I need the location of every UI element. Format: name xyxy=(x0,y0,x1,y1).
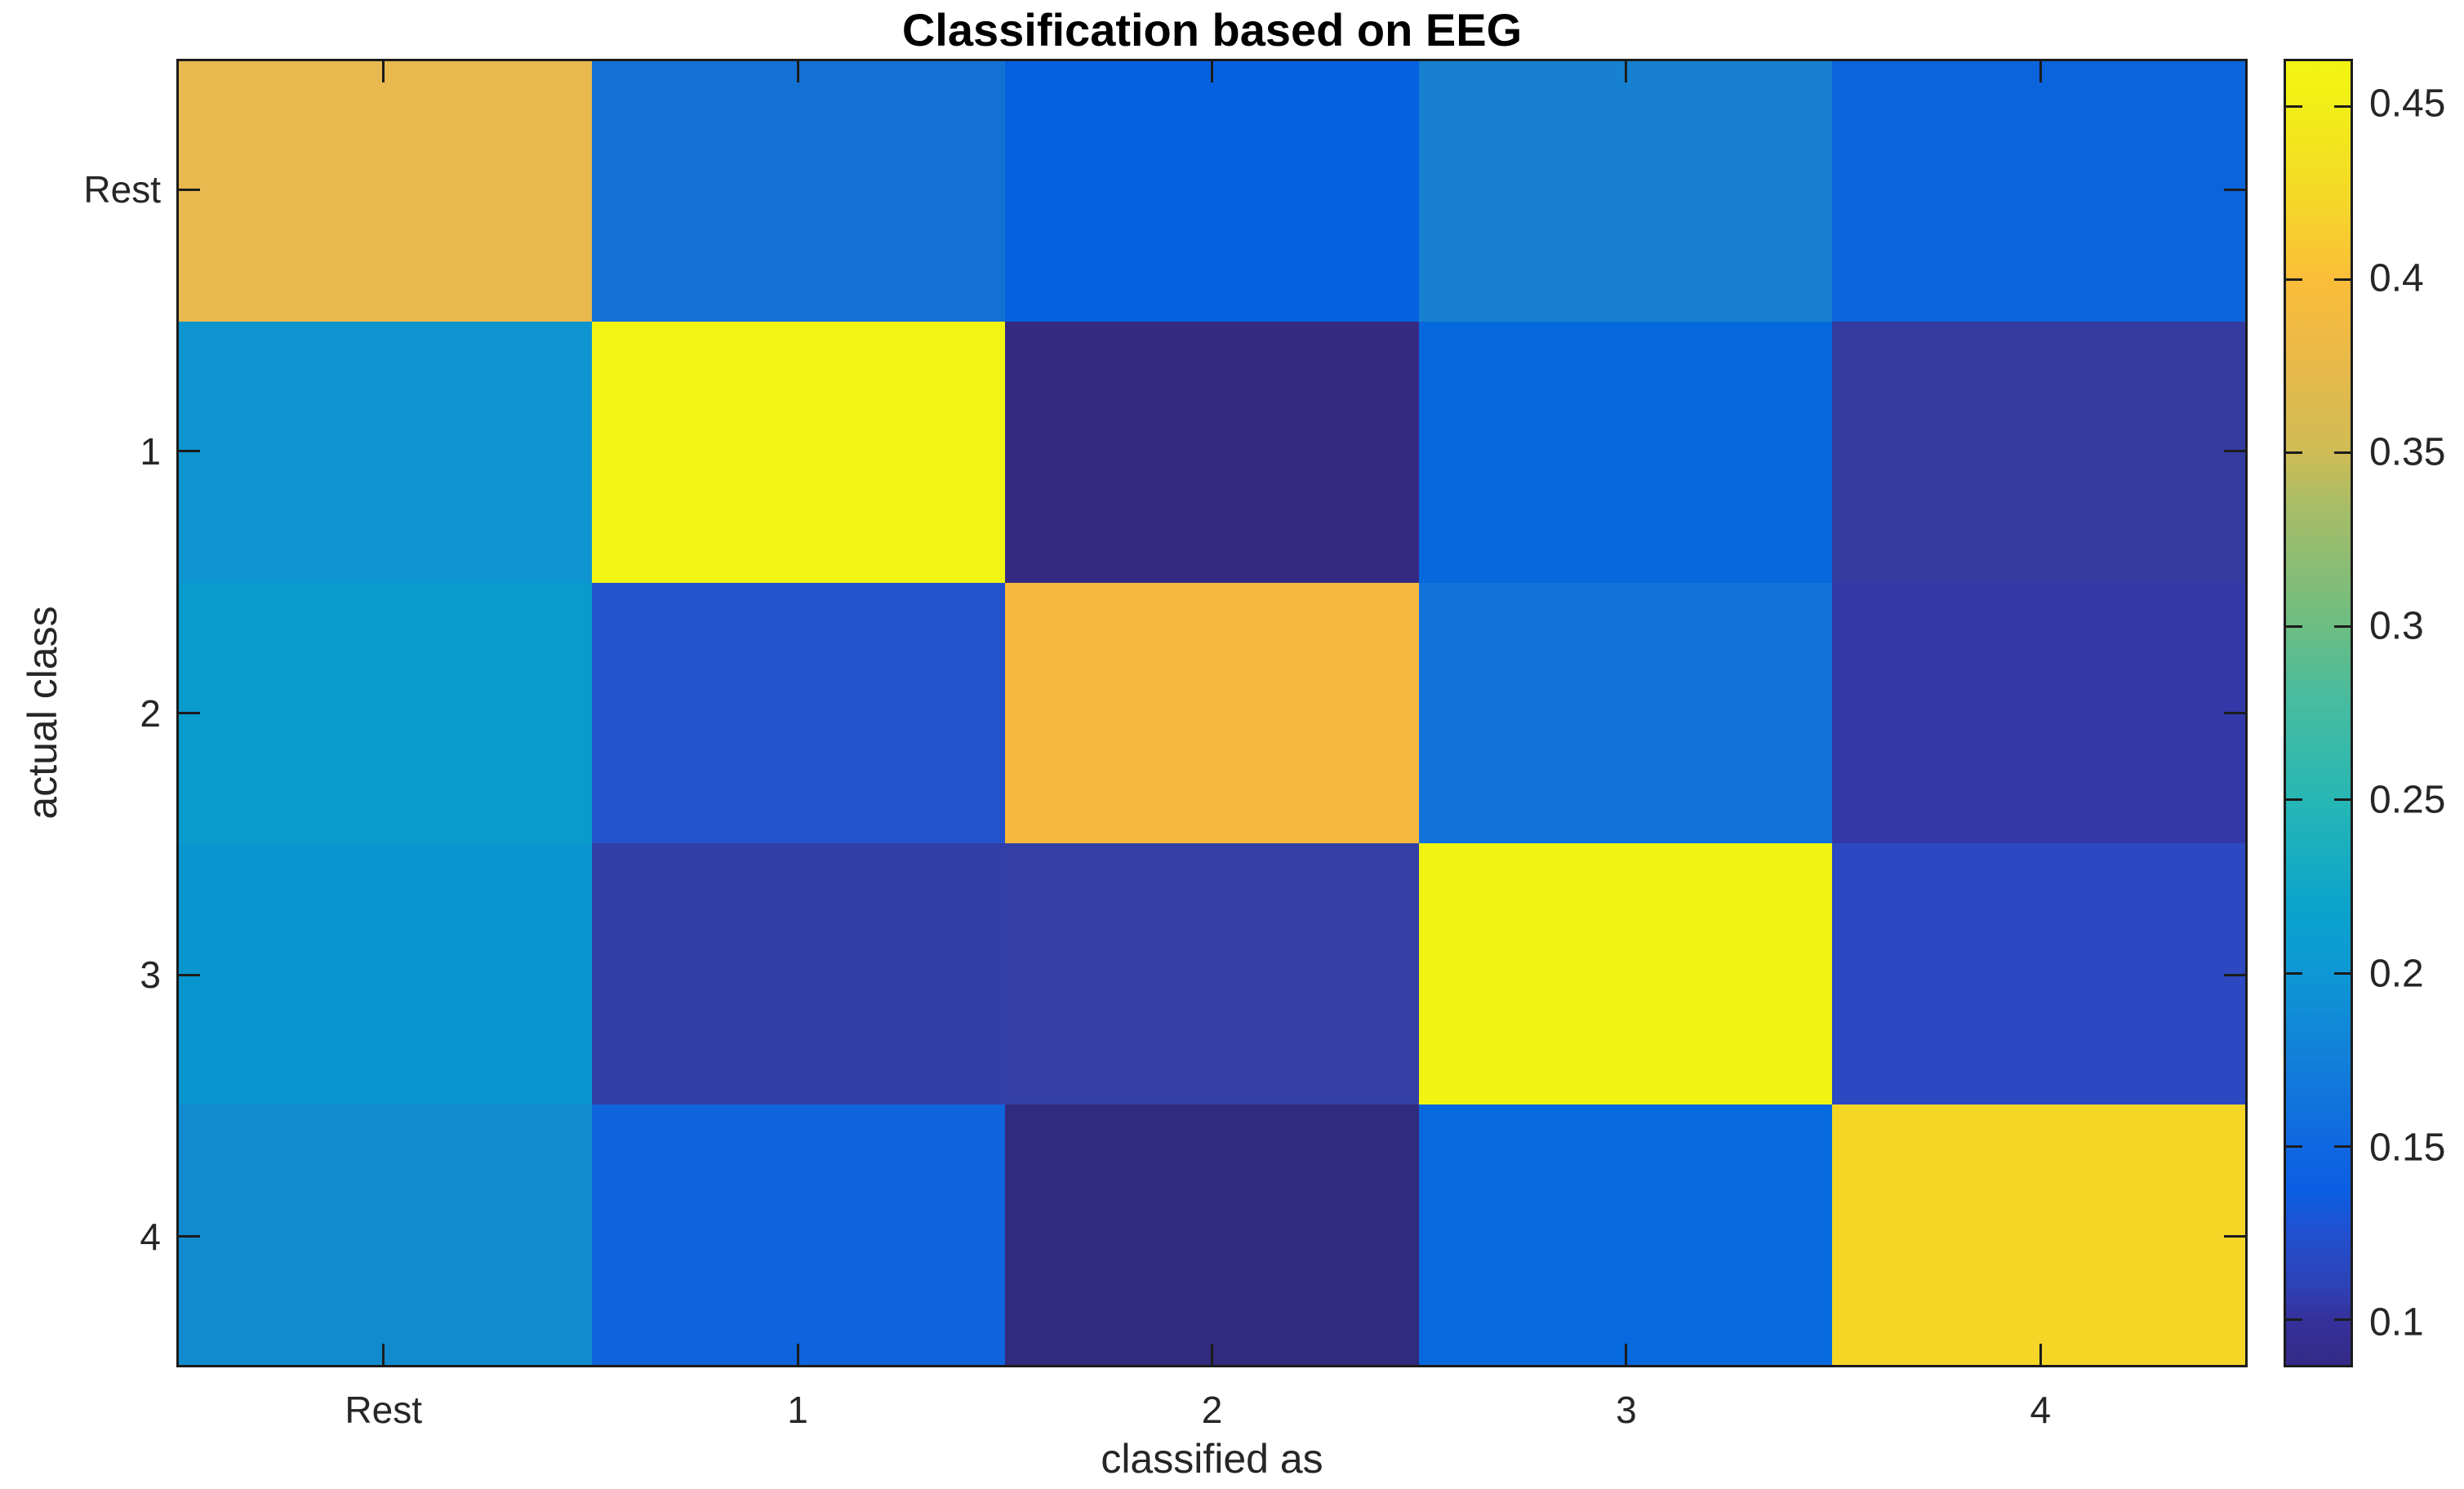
x-tick-label-2: 2 xyxy=(1201,1389,1223,1431)
axis-tick-mark xyxy=(2224,188,2245,191)
axis-tick-mark xyxy=(382,61,385,82)
colorbar-tick-mark xyxy=(2334,278,2351,282)
axis-tick-mark xyxy=(1625,1344,1628,1365)
heatmap-cell-r3c4 xyxy=(1831,843,2245,1105)
heatmap-cell-r4c4 xyxy=(1831,1104,2245,1365)
chart-title: Classification based on EEG xyxy=(901,4,1523,56)
y-tick-label-1: 1 xyxy=(140,429,161,473)
colorbar-tick-mark xyxy=(2286,798,2302,802)
colorbar-tick-mark xyxy=(2286,1318,2302,1322)
heatmap-cell-r3c2 xyxy=(1005,843,1419,1105)
y-axis-label: actual class xyxy=(20,606,65,820)
colorbar-tick-mark xyxy=(2334,798,2351,802)
colorbar-tick-label-0.25: 0.25 xyxy=(2369,778,2446,822)
heatmap-cell-r2c2 xyxy=(1005,582,1419,844)
heatmap-cell-r1c1 xyxy=(592,322,1006,583)
colorbar-tick-label-0.1: 0.1 xyxy=(2369,1300,2424,1345)
y-tick-label-rest: Rest xyxy=(83,168,161,211)
heatmap-cell-r1c3 xyxy=(1418,322,1832,583)
axis-tick-mark xyxy=(179,188,200,191)
y-tick-label-4: 4 xyxy=(140,1215,161,1258)
heatmap-cell-r1c0 xyxy=(179,322,593,583)
x-tick-label-rest: Rest xyxy=(345,1389,422,1431)
heatmap-cell-r3c1 xyxy=(592,843,1006,1105)
axis-tick-mark xyxy=(1211,61,1213,82)
heatmap-cell-r3c0 xyxy=(179,843,593,1105)
colorbar-tick-mark xyxy=(2334,1318,2351,1322)
heatmap-cell-r4c3 xyxy=(1418,1104,1832,1365)
colorbar-tick-label-0.3: 0.3 xyxy=(2369,604,2424,648)
x-tick-label-3: 3 xyxy=(1616,1389,1637,1431)
heatmap-cell-r1c2 xyxy=(1005,322,1419,583)
axis-tick-mark xyxy=(382,1344,385,1365)
heatmap-cell-r3c3 xyxy=(1418,843,1832,1105)
heatmap-cell-r4c0 xyxy=(179,1104,593,1365)
heatmap-cell-r0c3 xyxy=(1418,61,1832,322)
heatmap-cell-r0c1 xyxy=(592,61,1006,322)
heatmap-cell-r0c4 xyxy=(1831,61,2245,322)
colorbar-tick-mark xyxy=(2334,971,2351,975)
colorbar-tick-mark xyxy=(2286,278,2302,282)
axis-tick-mark xyxy=(179,712,200,714)
colorbar-tick-mark xyxy=(2286,104,2302,108)
colorbar-tick-mark xyxy=(2286,451,2302,455)
heatmap-plot-area xyxy=(176,59,2248,1367)
axis-tick-mark xyxy=(179,1235,200,1238)
axis-tick-mark xyxy=(796,61,799,82)
axis-tick-mark xyxy=(1211,1344,1213,1365)
heatmap-grid xyxy=(179,61,2245,1365)
heatmap-cell-r2c0 xyxy=(179,582,593,844)
colorbar-tick-mark xyxy=(2334,1145,2351,1148)
colorbar-tick-label-0.35: 0.35 xyxy=(2369,430,2446,474)
colorbar-tick-mark xyxy=(2334,624,2351,628)
axis-tick-mark xyxy=(2224,712,2245,714)
x-tick-label-4: 4 xyxy=(2030,1389,2052,1431)
heatmap-cell-r0c2 xyxy=(1005,61,1419,322)
y-tick-label-2: 2 xyxy=(140,691,161,735)
colorbar-tick-mark xyxy=(2334,104,2351,108)
axis-tick-mark xyxy=(179,450,200,453)
colorbar-tick-label-0.4: 0.4 xyxy=(2369,256,2424,300)
axis-tick-mark xyxy=(2224,973,2245,976)
axis-tick-mark xyxy=(796,1344,799,1365)
colorbar-tick-mark xyxy=(2286,1145,2302,1148)
colorbar-tick-label-0.2: 0.2 xyxy=(2369,952,2424,996)
colorbar-tick-label-0.15: 0.15 xyxy=(2369,1126,2446,1170)
x-axis-label: classified as xyxy=(1101,1436,1323,1482)
heatmap-cell-r2c3 xyxy=(1418,582,1832,844)
heatmap-cell-r1c4 xyxy=(1831,322,2245,583)
heatmap-cell-r2c4 xyxy=(1831,582,2245,844)
colorbar-tick-mark xyxy=(2286,624,2302,628)
axis-tick-mark xyxy=(2224,450,2245,453)
colorbar-tick-mark xyxy=(2334,451,2351,455)
axis-tick-mark xyxy=(179,973,200,976)
heatmap-cell-r0c0 xyxy=(179,61,593,322)
heatmap-cell-r4c1 xyxy=(592,1104,1006,1365)
axis-tick-mark xyxy=(2039,61,2042,82)
heatmap-cell-r4c2 xyxy=(1005,1104,1419,1365)
axis-tick-mark xyxy=(2224,1235,2245,1238)
y-tick-label-3: 3 xyxy=(140,953,161,997)
colorbar-tick-mark xyxy=(2286,971,2302,975)
x-tick-label-1: 1 xyxy=(787,1389,808,1431)
heatmap-cell-r2c1 xyxy=(592,582,1006,844)
axis-tick-mark xyxy=(2039,1344,2042,1365)
axis-tick-mark xyxy=(1625,61,1628,82)
colorbar-tick-label-0.45: 0.45 xyxy=(2369,82,2446,126)
colorbar xyxy=(2284,59,2353,1367)
